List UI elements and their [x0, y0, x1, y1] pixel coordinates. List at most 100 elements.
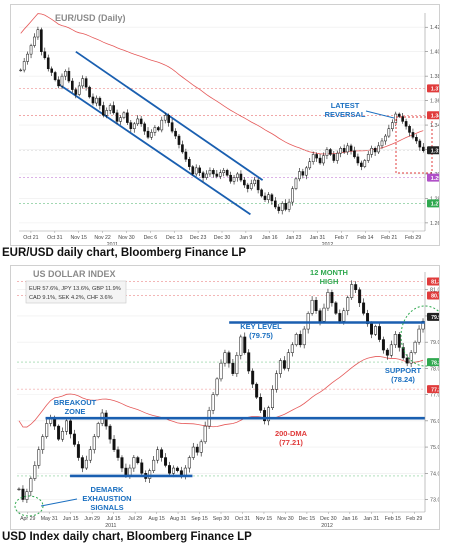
candle — [177, 135, 181, 145]
candle — [380, 140, 384, 147]
candle — [354, 284, 358, 290]
candle — [260, 189, 263, 197]
usd-index-candles — [17, 280, 425, 504]
price-tag-label: 77.210 — [431, 387, 439, 393]
candle — [394, 113, 398, 123]
x-tick-label: Dec 30 — [214, 235, 231, 241]
x-tick-label: Jan 31 — [364, 516, 380, 522]
x-tick-label: Jan 16 — [342, 516, 358, 522]
candle — [64, 71, 67, 77]
candle — [22, 61, 26, 71]
candle — [101, 105, 105, 116]
candle — [181, 144, 184, 153]
candle — [235, 355, 239, 374]
demark-label-1: DEMARK — [91, 485, 124, 494]
candle — [195, 446, 199, 453]
candle — [315, 154, 318, 159]
eurusd-x-axis: Oct 21 Oct 31 Nov 15 Nov 22 Nov 30 Dec 6 Dec 1… — [19, 230, 425, 248]
candle — [98, 97, 102, 106]
candle — [168, 465, 171, 474]
latest-reversal-arrow — [365, 110, 395, 119]
x-tick-label: Jul 29 — [128, 516, 142, 522]
price-tag-label: 1.2760 — [431, 202, 439, 208]
candle — [253, 179, 257, 185]
candle — [208, 170, 212, 175]
candle — [339, 148, 343, 154]
candle — [132, 457, 136, 469]
candle — [222, 170, 226, 173]
candle — [298, 334, 302, 346]
candle — [421, 320, 425, 330]
candle — [225, 170, 229, 176]
candle — [68, 420, 72, 435]
candle — [112, 105, 115, 114]
candle — [274, 373, 278, 390]
weights-box — [25, 280, 127, 304]
candle — [255, 383, 259, 398]
candle — [231, 362, 235, 374]
candle — [43, 51, 47, 59]
candle — [96, 423, 100, 437]
moving-average-line — [20, 13, 424, 155]
candle — [326, 292, 330, 309]
candle — [381, 339, 385, 351]
candle — [393, 334, 397, 346]
y-tick-label: 74.000 — [430, 471, 439, 477]
candle — [88, 86, 91, 98]
candle — [60, 75, 64, 87]
weights-line-1: EUR 57.6%, JPY 13.6%, GBP 11.9% — [29, 286, 121, 292]
candle — [95, 97, 98, 104]
candle — [256, 179, 260, 191]
x-tick-label: Oct 31 — [235, 516, 250, 522]
x-tick-label: Oct 31 — [47, 235, 62, 241]
candle — [80, 457, 84, 469]
candle — [174, 130, 177, 137]
candle — [251, 370, 255, 385]
candle — [404, 121, 408, 127]
candle — [215, 173, 219, 177]
usd-index-chart-panel: US DOLLAR INDEX EUR 57.6%, JPY 13.6%, GB… — [10, 265, 451, 530]
x-tick-label: Feb 29 — [405, 235, 421, 241]
key-level-label-1: KEY LEVEL — [240, 322, 282, 331]
candle — [286, 352, 290, 369]
candle — [37, 449, 41, 466]
candle — [57, 425, 61, 440]
x-tick-label: Nov 15 — [256, 516, 273, 522]
candle — [157, 127, 160, 131]
x-year-label: 2011 — [105, 523, 116, 529]
candle — [191, 166, 195, 175]
price-tag-label: 80.782 — [431, 294, 439, 300]
y-tick-label: 78.000 — [430, 366, 439, 372]
eurusd-title: EUR/USD (Daily) — [55, 13, 126, 23]
candle — [409, 352, 413, 364]
y-tick-label: 77.000 — [430, 393, 439, 399]
candle — [119, 117, 122, 122]
price-tag-label: 1.3480 — [431, 113, 439, 119]
candle — [322, 155, 325, 164]
price-tag-label: 79.963 — [431, 315, 439, 321]
usd-index-chart: US DOLLAR INDEX EUR 57.6%, JPY 13.6%, GB… — [14, 268, 451, 529]
candle — [203, 425, 207, 443]
candle — [84, 459, 88, 469]
dma-label-1: 200-DMA — [275, 429, 308, 438]
candle — [363, 160, 367, 167]
candle — [40, 29, 43, 52]
eurusd-moving-average — [20, 13, 424, 155]
candle — [356, 156, 360, 164]
candle — [362, 302, 366, 314]
candle — [246, 184, 250, 189]
candle — [21, 488, 25, 500]
eurusd-chart-panel: EUR/USD (Daily) LATEST REVERSAL 1.4200 1.… — [10, 4, 451, 248]
demark-label-2: EXHAUSTION — [82, 494, 131, 503]
candle — [358, 289, 362, 304]
candle — [148, 470, 152, 479]
candle — [129, 122, 133, 129]
candle — [36, 29, 40, 38]
candle — [160, 119, 164, 131]
candle — [294, 334, 298, 346]
candle — [350, 284, 354, 298]
candle — [353, 150, 356, 158]
usd-index-title: US DOLLAR INDEX — [33, 269, 116, 279]
candle — [41, 436, 45, 450]
